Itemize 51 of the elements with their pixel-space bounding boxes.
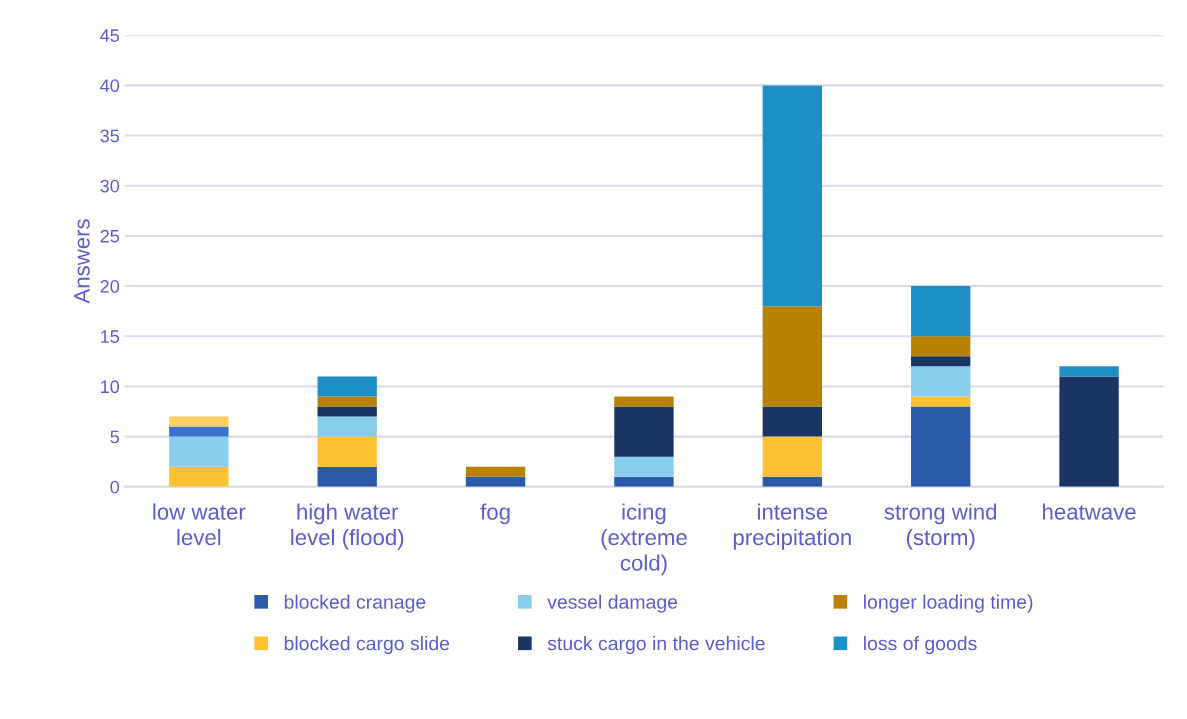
bar <box>465 466 526 477</box>
y-tick-label: 15 <box>101 330 120 343</box>
bar <box>911 356 971 367</box>
y-tick-label: 20 <box>100 280 120 293</box>
bar <box>1059 366 1119 377</box>
x-tick-label: fog <box>480 503 510 525</box>
bar <box>1059 376 1119 487</box>
bar <box>169 466 229 487</box>
legend-label: stuck cargo in the vehicle <box>547 636 765 655</box>
y-tick-label: 30 <box>100 179 120 193</box>
legend-label: loss of goods <box>864 636 977 655</box>
bar <box>911 366 971 397</box>
bar <box>911 336 971 357</box>
y-tick-label: 0 <box>110 480 120 494</box>
x-tick-label: heatwave <box>1043 503 1136 520</box>
x-tick-label: high water level (flood) <box>291 503 404 550</box>
bar <box>614 406 674 457</box>
bar <box>911 396 971 407</box>
x-tick-label: strong wind (storm) <box>884 503 997 550</box>
bar <box>317 416 377 437</box>
bar <box>169 426 229 437</box>
y-tick-label: 25 <box>100 229 120 243</box>
bar <box>762 406 822 437</box>
bar <box>911 406 971 487</box>
bar <box>614 396 674 407</box>
legend-label: longer loading time) <box>864 594 1033 613</box>
bar <box>317 376 377 397</box>
bar <box>762 85 822 307</box>
bar <box>169 436 229 467</box>
bar <box>317 406 377 417</box>
bar <box>169 416 229 427</box>
y-tick-label: 45 <box>100 29 120 42</box>
legend-label: blocked cargo slide <box>284 636 450 655</box>
legend-label: vessel damage <box>547 594 678 613</box>
bar <box>911 286 971 337</box>
y-tick-label: 35 <box>100 129 120 143</box>
y-tick-label: 5 <box>110 430 120 444</box>
y-axis-title: Answers <box>74 219 90 304</box>
bar <box>762 306 822 407</box>
x-tick-label: icing (extreme cold) <box>601 503 687 576</box>
bar <box>317 396 377 407</box>
y-tick-label: 40 <box>100 79 120 93</box>
x-tick-label: intense precipitation <box>733 503 851 550</box>
y-tick-label: 10 <box>101 380 120 394</box>
bar <box>614 456 674 477</box>
bar <box>762 436 822 477</box>
x-tick-label: low water level <box>153 503 246 546</box>
legend-label: blocked cranage <box>284 594 426 613</box>
bar <box>614 476 674 487</box>
bar <box>317 436 377 467</box>
bar <box>317 466 377 487</box>
